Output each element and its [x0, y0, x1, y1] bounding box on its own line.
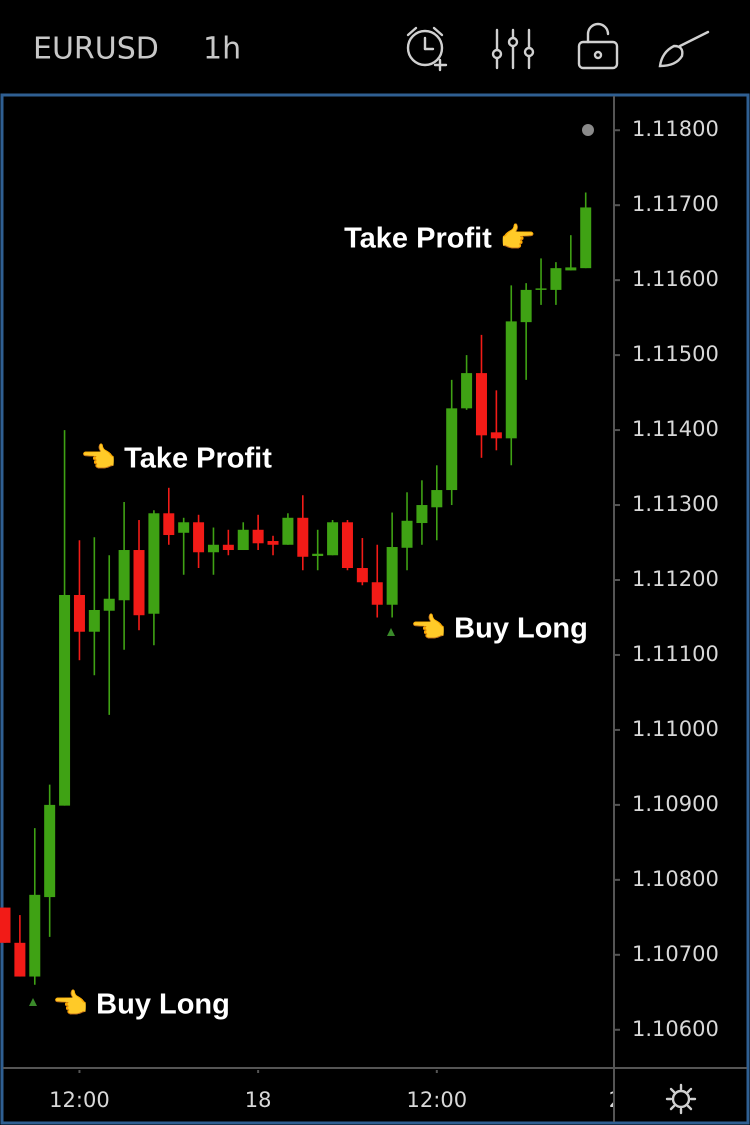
- interval[interactable]: 1h: [203, 32, 241, 67]
- candle-body: [148, 513, 160, 614]
- candle-body: [312, 553, 324, 557]
- x-axis-labels: 12:00 18 12:00 2: [49, 1070, 622, 1112]
- candle-body: [341, 522, 353, 569]
- candle-body: [431, 490, 443, 508]
- candle-body: [88, 609, 100, 632]
- symbol[interactable]: EURUSD: [33, 32, 159, 67]
- candle-body: [580, 207, 592, 269]
- candle-body: [565, 267, 577, 271]
- y-tick-label: 1.11700: [632, 192, 719, 216]
- candle-body: [282, 517, 294, 545]
- chart-frame: [0, 93, 750, 1125]
- candle-body: [44, 804, 56, 898]
- candle-body: [0, 907, 11, 943]
- settings-icon[interactable]: [491, 28, 535, 70]
- candle-body: [133, 550, 145, 616]
- buy-marker: [387, 628, 395, 636]
- candle-body: [371, 582, 383, 605]
- candle-body: [29, 894, 41, 977]
- y-tick-label: 1.11500: [632, 342, 719, 366]
- candle-body: [222, 544, 234, 551]
- y-tick-label: 1.11100: [632, 642, 719, 666]
- candle-body: [297, 517, 309, 557]
- y-tick-label: 1.11200: [632, 567, 719, 591]
- y-tick-label: 1.11600: [632, 267, 719, 291]
- candle-body: [446, 408, 458, 491]
- candle-body: [103, 598, 115, 611]
- y-tick-label: 1.10800: [632, 867, 719, 891]
- candle-body: [207, 544, 219, 553]
- lock-icon[interactable]: [577, 22, 619, 70]
- annotation: 👈 Buy Long: [410, 612, 588, 645]
- buy-marker: [29, 998, 37, 1006]
- y-tick-label: 1.10600: [632, 1017, 719, 1041]
- candle-body: [356, 568, 368, 583]
- candle-body: [401, 520, 413, 548]
- candle-body: [14, 942, 26, 977]
- y-tick-label: 1.11400: [632, 417, 719, 441]
- candle-body: [386, 547, 398, 605]
- y-tick-label: 1.10700: [632, 942, 719, 966]
- annotation: 👈 Buy Long: [52, 988, 230, 1021]
- candle-body: [178, 522, 190, 533]
- x-tick-label: 2: [609, 1088, 622, 1112]
- axis-settings-icon[interactable]: [665, 1083, 697, 1115]
- candle-body: [416, 505, 428, 524]
- candle-body: [520, 289, 532, 323]
- y-tick-label: 1.11800: [632, 117, 719, 141]
- candle-body: [461, 373, 473, 409]
- alarm-icon[interactable]: [406, 26, 448, 72]
- annotation: Take Profit 👉: [344, 222, 536, 255]
- status-dot: [582, 124, 594, 136]
- y-tick-label: 1.10900: [632, 792, 719, 816]
- candle-body: [475, 373, 487, 436]
- x-tick-label: 12:00: [407, 1088, 468, 1112]
- header-bar: [0, 0, 750, 93]
- candle-body: [193, 522, 205, 553]
- y-tick-label: 1.11000: [632, 717, 719, 741]
- candle-body: [59, 594, 71, 806]
- y-tick-label: 1.11300: [632, 492, 719, 516]
- candle-body: [118, 550, 130, 601]
- candle-body: [535, 288, 547, 290]
- candle-body: [73, 594, 85, 632]
- candle-body: [267, 541, 279, 545]
- x-tick-label: 18: [245, 1088, 272, 1112]
- candle-body: [505, 321, 517, 439]
- candle-body: [327, 522, 339, 556]
- annotation: 👈 Take Profit: [80, 442, 272, 475]
- candle-body: [550, 268, 562, 290]
- x-tick-label: 12:00: [49, 1088, 110, 1112]
- candle-body: [237, 529, 249, 551]
- candle-body: [490, 432, 502, 439]
- candle-body: [163, 513, 175, 536]
- draw-icon[interactable]: [658, 30, 710, 68]
- candle-body: [252, 529, 264, 544]
